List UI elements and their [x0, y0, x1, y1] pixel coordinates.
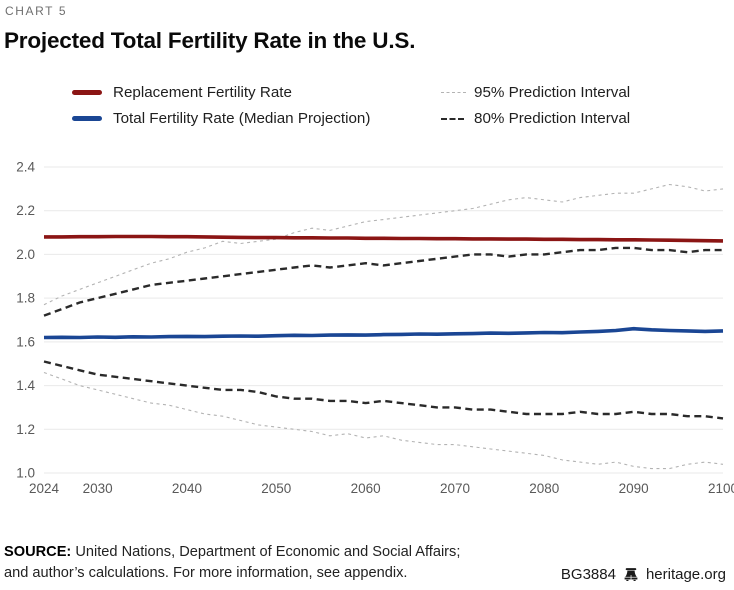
y-axis-tick-label: 1.2 — [16, 422, 35, 437]
chart-number: CHART 5 — [5, 4, 68, 18]
x-axis-tick-label: 2050 — [261, 481, 291, 496]
replacement-line-swatch — [72, 90, 102, 95]
y-axis-tick-label: 1.8 — [16, 291, 35, 306]
y-axis-tick-label: 2.2 — [16, 203, 35, 218]
chart-title: Projected Total Fertility Rate in the U.… — [4, 28, 416, 53]
series-replacement-line — [44, 234, 724, 243]
median-line-swatch — [72, 116, 102, 121]
y-axis-tick-label: 2.0 — [16, 247, 35, 262]
legend-item-p80: 80% Prediction Interval — [441, 110, 734, 127]
legend-label: 95% Prediction Interval — [474, 84, 631, 101]
fertility-rate-line-chart: 1.0 1.2 1.4 1.6 1.8 2.0 2.2 2.4 2024 2030 2040 2050… — [16, 160, 734, 497]
legend-item-replacement: Replacement Fertility Rate — [72, 84, 441, 101]
source-line1: United Nations, Department of Economic a… — [75, 544, 461, 561]
x-axis-tick-label: 2060 — [351, 481, 381, 496]
liberty-bell-icon — [624, 568, 638, 581]
legend-item-median: Total Fertility Rate (Median Projection) — [72, 110, 441, 127]
p80-dash-swatch — [441, 117, 464, 120]
legend-label: Replacement Fertility Rate — [113, 84, 292, 101]
site-link: heritage.org — [645, 566, 726, 583]
series-p80-lower — [43, 360, 724, 420]
y-axis-tick-label: 1.4 — [16, 378, 35, 393]
legend-label: Total Fertility Rate (Median Projection) — [113, 110, 371, 127]
report-id: BG3884 — [560, 566, 616, 583]
credit: BG3884 heritage.org — [561, 566, 726, 583]
legend-label: 80% Prediction Interval — [474, 110, 631, 127]
x-axis-tick-label: 2024 — [29, 481, 60, 496]
x-axis-tick-label: 2040 — [172, 481, 202, 496]
footer: SOURCE: United Nations, Department of Ec… — [4, 542, 726, 583]
chart-area: 1.0 1.2 1.4 1.6 1.8 2.0 2.2 2.4 2024 2030 2040 2050… — [4, 141, 734, 501]
source-note: SOURCE: United Nations, Department of Ec… — [4, 542, 460, 583]
y-axis-tick-label: 2.4 — [16, 160, 35, 175]
legend-item-p95: 95% Prediction Interval — [441, 84, 734, 101]
x-axis-tick-label: 2090 — [619, 481, 649, 496]
x-axis-tick-label: 2030 — [83, 481, 113, 496]
y-axis-tick-label: 1.0 — [16, 466, 35, 481]
series-p80-upper — [43, 246, 723, 317]
y-axis-tick-label: 1.6 — [16, 334, 35, 349]
series-p95-lower — [43, 371, 724, 470]
source-line2: and author’s calculations. For more info… — [4, 564, 408, 581]
x-axis-tick-label: 2080 — [529, 481, 559, 496]
legend: Replacement Fertility Rate 95% Predictio… — [72, 84, 734, 127]
source-label: SOURCE: — [4, 544, 72, 561]
series-median-line — [43, 326, 724, 340]
p95-dash-swatch — [441, 92, 466, 93]
x-axis-tick-label: 2070 — [440, 481, 470, 496]
x-axis-tick-label: 2100 — [708, 481, 734, 496]
